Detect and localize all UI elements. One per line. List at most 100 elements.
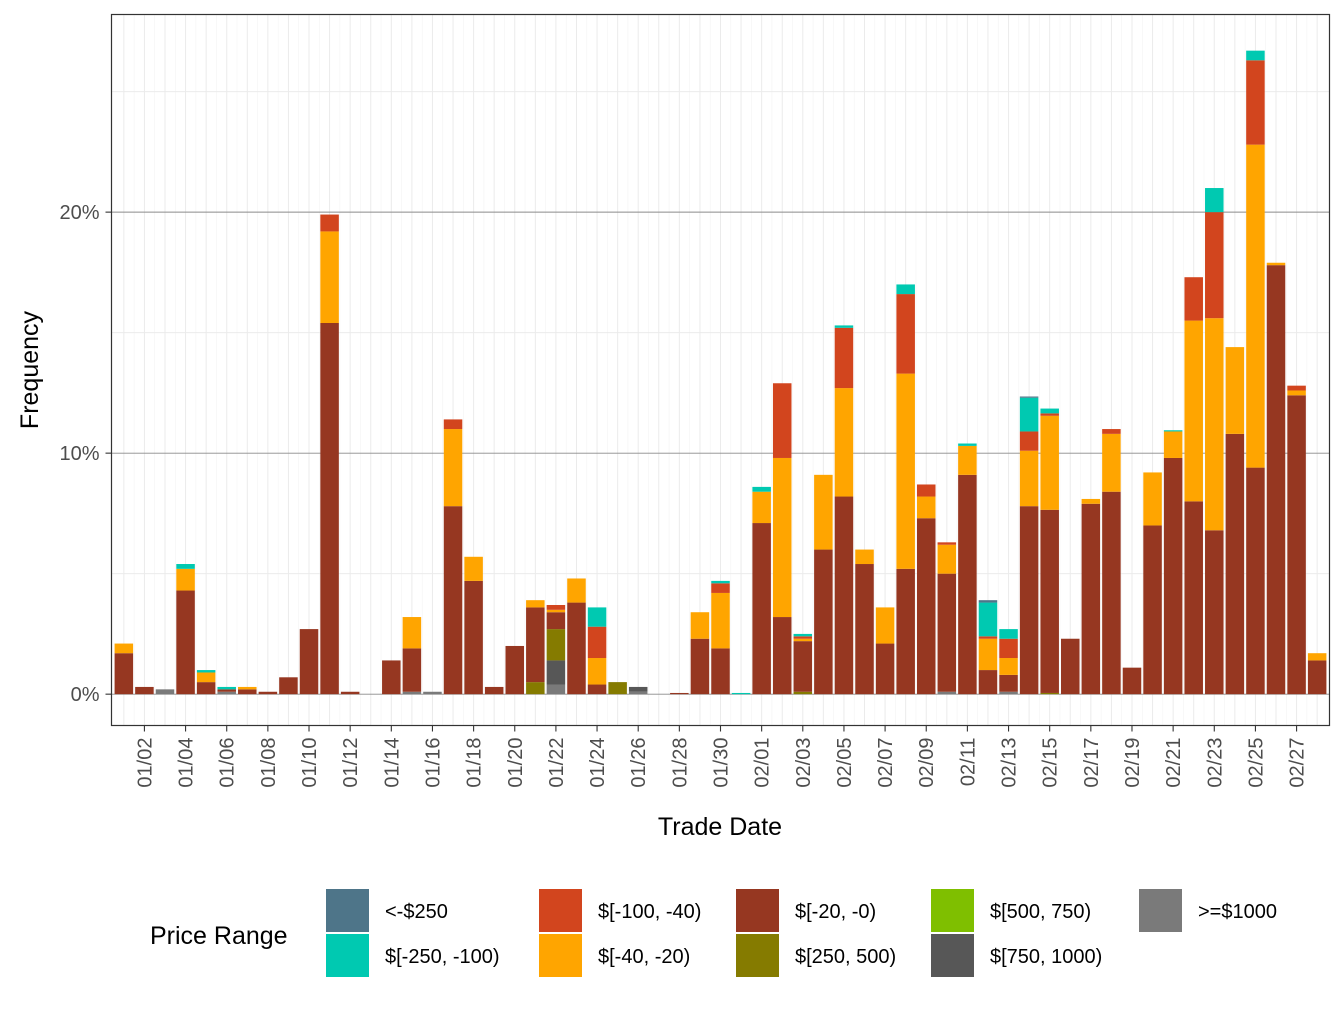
bar-segment — [711, 648, 730, 695]
bar-segment — [402, 691, 422, 695]
bar-segment — [443, 506, 463, 695]
x-tick-label: 01/08 — [258, 738, 280, 788]
bar-segment — [670, 692, 689, 695]
y-axis-title: Frequency — [16, 310, 44, 429]
bar-segment — [546, 612, 566, 630]
bar-segment — [176, 564, 195, 569]
bar-segment — [834, 325, 854, 328]
legend-label-lt_m250: <-$250 — [385, 901, 448, 923]
bar-segment — [896, 284, 915, 295]
bar-segment — [1102, 429, 1121, 434]
bar-segment — [999, 658, 1018, 675]
legend-key-ge1000 — [1139, 889, 1182, 932]
bar-segment — [1205, 530, 1224, 695]
bar-segment — [1307, 653, 1327, 661]
bar-segment — [793, 633, 813, 637]
legend-key-p750_1000 — [931, 934, 974, 977]
bar-segment — [1163, 457, 1183, 695]
y-tick-label: 10% — [59, 443, 99, 465]
x-tick-label: 01/16 — [422, 738, 444, 788]
bar-segment — [546, 604, 566, 610]
bar-segment — [834, 327, 854, 389]
legend-key-p250_500 — [736, 934, 779, 977]
bar-segment — [217, 686, 236, 690]
x-tick-label: 02/05 — [834, 738, 856, 788]
bar-segment — [1266, 262, 1286, 266]
bar-segment — [1019, 397, 1039, 432]
bar-segment — [999, 691, 1018, 695]
bar-segment — [814, 549, 833, 695]
legend-key-lt_m250 — [326, 889, 369, 932]
bar-segment — [690, 638, 710, 695]
bar-segment — [1184, 501, 1203, 695]
bar-segment — [999, 638, 1018, 659]
x-tick-label: 02/19 — [1122, 738, 1144, 788]
legend-label-m40_m20: $[-40, -20) — [598, 946, 690, 968]
bar-segment — [526, 682, 545, 695]
bar-segment — [752, 486, 771, 492]
legend-label-p250_500: $[250, 500) — [795, 946, 896, 968]
bar-segment — [916, 518, 936, 695]
bar-segment — [340, 691, 360, 695]
bar-segment — [1040, 415, 1059, 510]
bar-segment — [587, 626, 607, 659]
bar-segment — [814, 474, 833, 550]
bar-segment — [1225, 433, 1245, 695]
x-tick-label: 01/12 — [340, 738, 362, 788]
bar-segment — [1061, 638, 1080, 695]
bar-segment — [978, 602, 998, 637]
bar-segment — [1040, 692, 1059, 695]
x-tick-label: 01/30 — [711, 738, 733, 788]
legend-label-m250_m100: $[-250, -100) — [385, 946, 500, 968]
legend-label-m20_0: $[-20, -0) — [795, 901, 876, 923]
bar-segment — [916, 496, 936, 519]
bar-segment — [752, 523, 771, 695]
bar-segment — [1019, 396, 1039, 398]
legend-key-m250_m100 — [326, 934, 369, 977]
x-tick-label: 02/07 — [875, 738, 897, 788]
bar-segment — [1205, 188, 1224, 213]
bar-segment — [608, 682, 627, 695]
bar-segment — [114, 643, 134, 654]
x-tick-label: 01/10 — [299, 738, 321, 788]
bar-segment — [958, 443, 977, 446]
bar-segment — [690, 612, 710, 639]
x-tick-label: 01/26 — [628, 738, 650, 788]
bar-segment — [423, 691, 442, 695]
x-axis-title: Trade Date — [658, 813, 782, 841]
grid-minor — [111, 14, 1330, 726]
bar-segment — [916, 484, 936, 497]
legend-key-p500_750 — [931, 889, 974, 932]
bar-segment — [793, 691, 813, 695]
bar-segment — [711, 592, 730, 649]
bar-segment — [1246, 50, 1265, 61]
bar-segment — [875, 643, 895, 695]
bar-segment — [526, 607, 545, 683]
bar-segment — [1287, 385, 1306, 391]
x-tick-label: 02/27 — [1287, 738, 1309, 788]
bar-segment — [443, 419, 463, 430]
bar-segment — [1102, 491, 1121, 695]
bar-segment — [1019, 431, 1039, 451]
bar-segment — [937, 542, 957, 545]
bar-segment — [1307, 660, 1327, 695]
bar-segment — [402, 648, 422, 692]
bar-segment — [937, 573, 957, 692]
y-tick-label: 0% — [71, 684, 100, 706]
bar-segment — [546, 609, 566, 613]
bar-segment — [1287, 390, 1306, 396]
bar-segment — [1081, 498, 1101, 504]
bar-segment — [1287, 395, 1306, 695]
bar-segment — [1102, 433, 1121, 492]
bar-segment — [238, 686, 257, 690]
bar-segment — [978, 636, 998, 639]
bars — [114, 50, 1327, 695]
bar-segment — [587, 607, 607, 627]
bar-segment — [1205, 318, 1224, 531]
x-tick-label: 02/25 — [1245, 738, 1267, 788]
bar-segment — [1040, 408, 1059, 414]
bar-segment — [238, 689, 257, 695]
bar-segment — [217, 689, 236, 692]
bar-segment — [1163, 430, 1183, 432]
